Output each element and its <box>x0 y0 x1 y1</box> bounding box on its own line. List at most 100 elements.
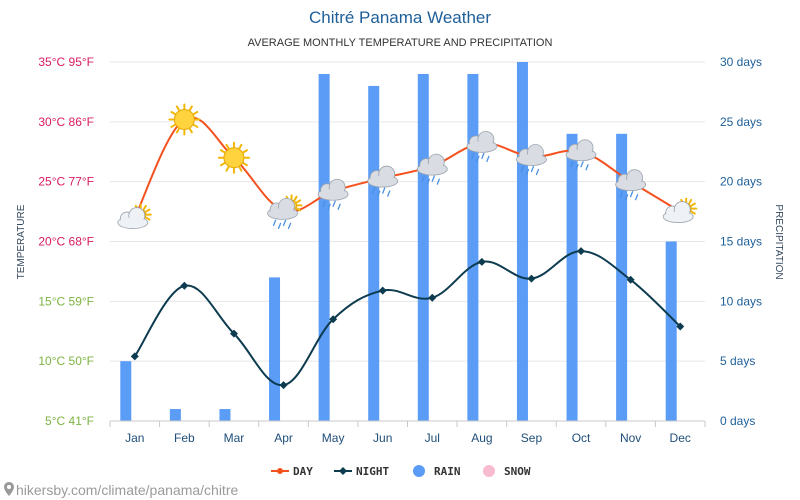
day-line <box>133 116 681 219</box>
rain-cloud-icon <box>615 169 647 201</box>
rain-drop <box>481 152 485 160</box>
precipitation-tick-label: 0 days <box>720 414 755 428</box>
rain-drop <box>629 191 634 198</box>
sun-ray <box>242 149 248 154</box>
night-point <box>229 329 238 338</box>
sun-ray <box>690 202 696 207</box>
rain-drop <box>436 178 440 185</box>
month-label: Jan <box>125 431 144 445</box>
rain-drop <box>535 168 540 176</box>
rain-bar <box>467 73 479 421</box>
rain-drop <box>337 203 341 210</box>
rain-bar <box>169 409 181 421</box>
rain-cloud-icon <box>367 165 399 197</box>
temperature-tick-label: 20°C 68°F <box>38 235 94 249</box>
legend-item-night: NIGHT <box>334 465 389 478</box>
rain-drop <box>476 155 480 163</box>
legend-item-day: DAY <box>271 465 313 478</box>
rain-drop <box>387 190 391 197</box>
sun-ray <box>225 143 230 150</box>
night-point <box>676 322 685 331</box>
legend-symbol <box>277 468 283 474</box>
sun-ray <box>188 127 193 134</box>
rain-bar <box>665 241 677 421</box>
cloud-fill <box>319 189 348 200</box>
sun-ray <box>192 123 199 128</box>
rain-drop <box>287 222 292 230</box>
rain-bar <box>368 85 380 421</box>
legend-label: NIGHT <box>356 465 389 478</box>
legend: DAY NIGHT RAIN SNOW <box>271 465 531 478</box>
legend-symbol <box>339 467 347 475</box>
month-label: May <box>322 431 345 445</box>
rain-drop <box>520 165 525 173</box>
rain-drop <box>570 161 574 168</box>
legend-symbol <box>413 465 425 477</box>
month-label: Mar <box>224 431 245 445</box>
night-point <box>527 274 536 283</box>
sun-ray <box>242 162 248 167</box>
sun-ray <box>295 207 302 212</box>
rain-drop <box>377 190 381 197</box>
month-label: Jun <box>373 431 392 445</box>
legend-item-snow: SNOW <box>483 465 531 478</box>
cloud-fill <box>418 164 447 175</box>
sun-ray <box>170 123 176 128</box>
sun-ray <box>219 162 226 167</box>
rain-cloud-icon <box>267 194 303 230</box>
night-point <box>130 352 139 361</box>
axes: Jan Feb Mar Apr May Jun Jul Aug Sep Oct Nov Dec 35°C… <box>16 55 784 445</box>
rain-drop <box>426 178 430 185</box>
weather-icons <box>117 103 698 230</box>
precipitation-tick-label: 25 days <box>720 115 762 129</box>
grid-lines <box>110 61 705 422</box>
sun-ray <box>219 149 226 154</box>
month-label: Dec <box>670 431 691 445</box>
rain-cloud-icon <box>317 178 349 210</box>
rain-bar <box>318 73 330 421</box>
rain-drop <box>382 187 386 194</box>
temperature-lines <box>130 116 685 390</box>
rain-drop <box>272 219 277 227</box>
night-point <box>329 315 338 324</box>
rain-cloud-icon <box>416 153 448 185</box>
rain-drop <box>277 222 282 230</box>
temperature-tick-label: 25°C 77°F <box>38 175 94 189</box>
footer: hikersby.com/climate/panama/chitre <box>4 482 238 498</box>
sun-disc <box>223 147 245 169</box>
sun-ray <box>238 143 243 150</box>
rain-drop <box>332 200 336 207</box>
rain-drop <box>580 161 584 168</box>
night-point <box>626 275 635 284</box>
night-point <box>378 286 387 295</box>
partly-sunny-icon <box>662 197 698 223</box>
sun-ray <box>144 216 151 221</box>
rain-drop <box>530 165 535 173</box>
rain-bar <box>516 62 528 421</box>
rain-drop <box>585 164 589 171</box>
rain-drop <box>575 164 579 171</box>
rain-drop <box>525 168 530 176</box>
rain-drop <box>327 203 331 210</box>
legend-symbol <box>483 465 495 477</box>
rain-bar <box>566 133 578 422</box>
sun-ray <box>238 166 243 172</box>
chart-title: Chitré Panama Weather <box>309 8 491 27</box>
month-label: Sep <box>521 431 543 445</box>
rain-drop <box>471 152 475 160</box>
sun-ray <box>175 105 180 111</box>
rain-bars <box>120 62 677 422</box>
night-point <box>279 381 288 390</box>
night-point <box>428 293 437 302</box>
rain-drop <box>619 191 624 198</box>
precipitation-tick-label: 30 days <box>720 55 762 69</box>
month-label: Feb <box>174 431 195 445</box>
rain-cloud-icon <box>466 130 498 163</box>
footer-link[interactable]: hikersby.com/climate/panama/chitre <box>16 482 238 498</box>
cloud-fill <box>118 217 147 228</box>
rain-drop <box>431 175 435 182</box>
cloud-fill <box>517 154 546 165</box>
legend-item-rain: RAIN <box>413 465 461 478</box>
sun-ray <box>690 210 696 215</box>
month-label: Oct <box>572 431 591 445</box>
